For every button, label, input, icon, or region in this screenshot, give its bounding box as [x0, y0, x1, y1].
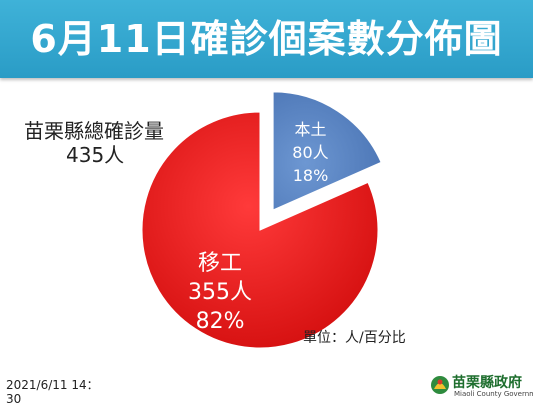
logo-name: 苗栗縣政府	[452, 375, 522, 391]
total-cases-value: 435人	[66, 143, 125, 167]
total-cases-label: 苗栗縣總確診量	[24, 119, 164, 143]
slice-label-percent-migrant: 82%	[196, 309, 245, 334]
county-government-logo: 苗栗縣政府 Miaoli County Government	[430, 372, 533, 400]
pie-slice-local	[272, 91, 382, 211]
slice-label-count-migrant: 355人	[188, 280, 252, 305]
unit-note: 單位：人/百分比	[303, 330, 406, 346]
county-emblem-icon	[431, 376, 449, 394]
title-banner	[0, 0, 533, 78]
slice-label-count-local: 80人	[292, 143, 328, 162]
pie-slice-migrant	[141, 111, 379, 349]
logo-subtitle: Miaoli County Government	[454, 390, 533, 398]
slice-label-percent-local: 18%	[293, 166, 329, 185]
datetime-stamp-tail: 30	[6, 392, 22, 406]
page-title: 6月11日確診個案數分佈圖	[30, 17, 503, 61]
slice-label-name-local: 本土	[294, 120, 326, 139]
datetime-stamp: 2021/6/11 14：	[6, 378, 99, 392]
slice-label-name-migrant: 移工	[198, 251, 242, 276]
